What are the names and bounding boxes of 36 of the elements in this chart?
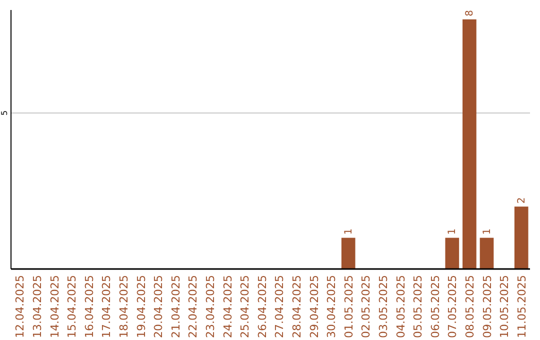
x-tick-label: 16.04.2025 [82, 275, 96, 338]
data-label: 1 [447, 228, 458, 235]
ref-line-label: 5 [0, 110, 9, 116]
x-tick-label: 24.04.2025 [221, 275, 234, 338]
x-tick-label: 30.04.2025 [325, 275, 338, 338]
data-label: 8 [464, 10, 476, 16]
x-tick-label: 03.05.2025 [376, 275, 390, 338]
x-tick-label: 17.04.2025 [100, 275, 114, 338]
x-tick-label: 20.04.2025 [152, 275, 166, 338]
x-tick-label: 07.05.2025 [446, 275, 460, 338]
data-label: 1 [482, 228, 493, 235]
x-tick-label: 21.04.2025 [169, 275, 182, 338]
x-tick-label: 15.04.2025 [66, 275, 79, 338]
x-tick-label: 10.05.2025 [498, 275, 512, 338]
x-tick-label: 28.04.2025 [290, 275, 304, 338]
x-tick-label: 29.04.2025 [308, 275, 321, 338]
x-tick-label: 19.04.2025 [134, 275, 148, 338]
x-tick-label: 22.04.2025 [186, 275, 200, 338]
x-tick-label: 18.04.2025 [117, 275, 130, 338]
x-tick-label: 08.05.2025 [463, 275, 476, 338]
data-label: 1 [343, 228, 354, 235]
x-tick-label: 02.05.2025 [360, 275, 373, 338]
x-tick-label: 04.05.2025 [394, 275, 408, 338]
x-tick-label: 06.05.2025 [428, 275, 442, 338]
data-label: 2 [516, 197, 528, 204]
x-tick-label: 27.04.2025 [273, 275, 286, 338]
x-tick-label: 05.05.2025 [412, 275, 425, 338]
x-tick-label: 12.04.2025 [14, 275, 27, 338]
x-tick-label: 09.05.2025 [480, 275, 494, 338]
x-tick-label: 14.04.2025 [48, 275, 62, 338]
x-tick-label: 13.04.2025 [30, 275, 44, 338]
x-tick-label: 23.04.2025 [204, 275, 217, 338]
x-tick-label: 26.04.2025 [256, 275, 269, 338]
x-tick-label: 01.05.2025 [342, 275, 356, 338]
x-tick-label: 25.04.2025 [238, 275, 252, 338]
x-tick-label: 11.05.2025 [515, 275, 528, 338]
